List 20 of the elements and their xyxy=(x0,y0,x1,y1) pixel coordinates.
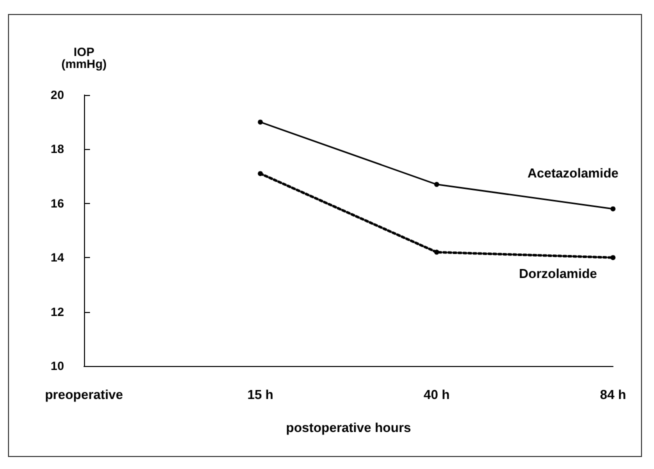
y-tick-label: 18 xyxy=(50,142,64,156)
point xyxy=(258,120,263,125)
y-tick-label: 14 xyxy=(50,250,64,265)
point xyxy=(610,206,616,212)
x-tick-label: preoperative xyxy=(44,387,124,402)
point xyxy=(258,171,263,176)
y-axis-title: IOP (mmHg) xyxy=(61,45,107,71)
series-label: Dorzolamide xyxy=(518,266,598,282)
point xyxy=(434,182,440,187)
y-tick-label: 16 xyxy=(50,196,64,210)
series-label: Acetazolamide xyxy=(527,165,619,180)
x-tick-label: 84 h xyxy=(600,387,626,402)
y-tick-label: 10 xyxy=(50,359,64,373)
x-axis-title: postoperative hours xyxy=(286,420,411,435)
point xyxy=(434,250,440,255)
y-tick-label: 12 xyxy=(50,304,64,319)
x-tick-label: 40 h xyxy=(424,387,450,402)
point xyxy=(610,255,616,260)
y-tick-label: 20 xyxy=(50,88,64,102)
x-tick-label: 15 h xyxy=(247,387,274,402)
